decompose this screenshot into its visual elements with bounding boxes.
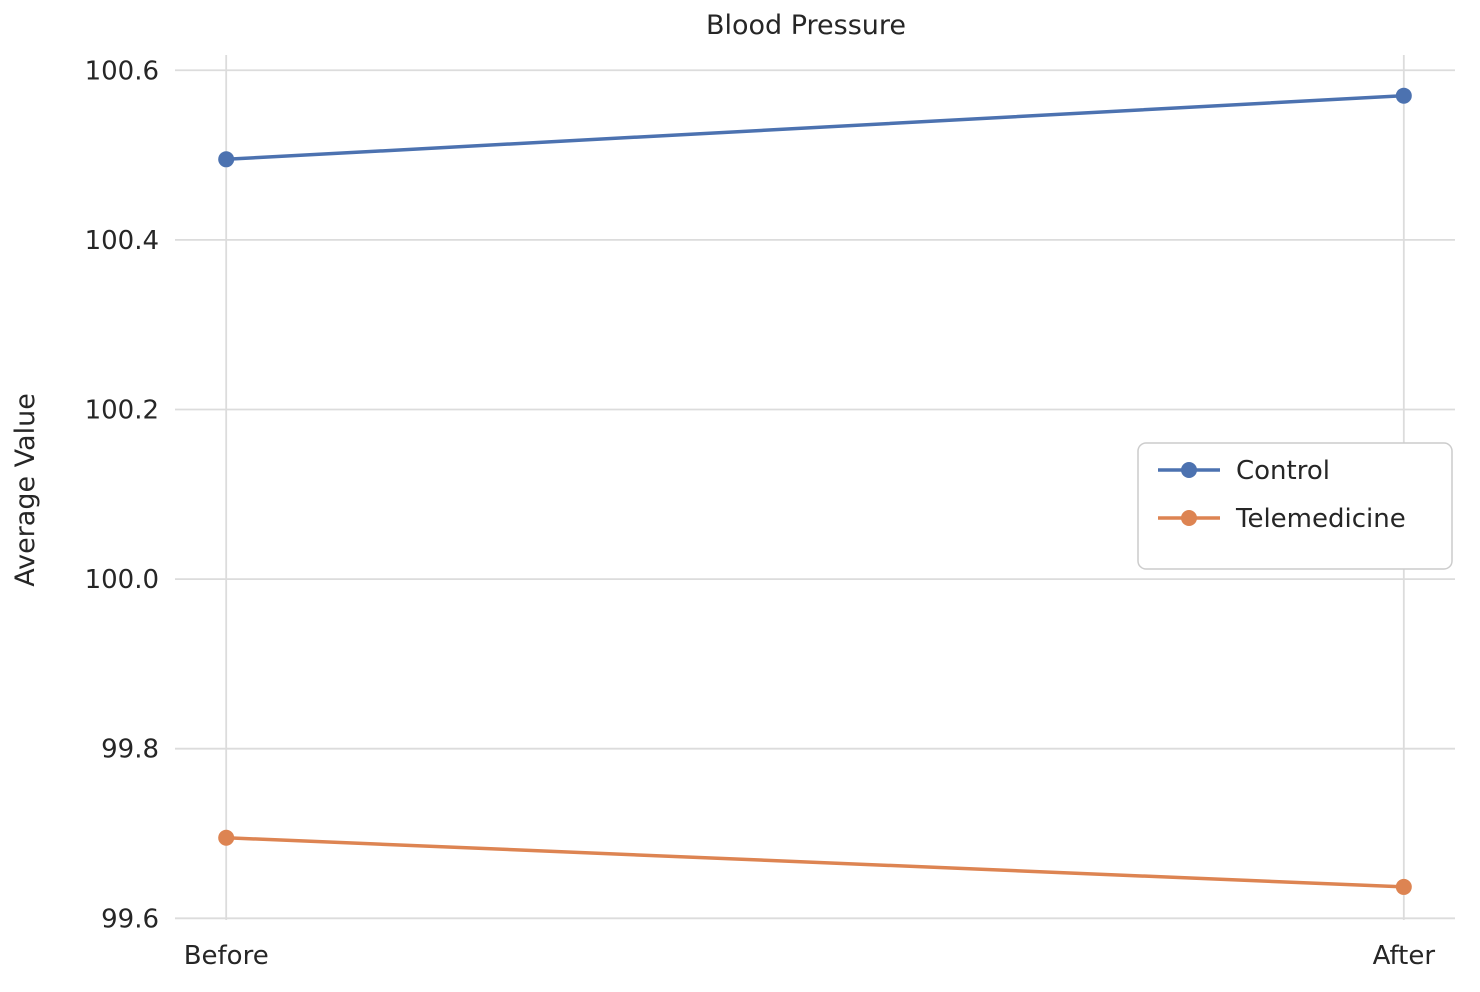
gridlines <box>175 55 1455 920</box>
axis-tick-labels: 99.6 99.8 100.0 100.2 100.4 100.6 Before After <box>85 56 1436 971</box>
series-marker-control <box>1395 87 1412 104</box>
y-tick-label: 100.6 <box>85 56 159 86</box>
legend: Control Telemedicine <box>1137 442 1453 570</box>
y-tick-label: 99.6 <box>101 904 159 934</box>
series-line-telemedicine <box>224 835 1406 889</box>
legend-label: Control <box>1236 456 1330 486</box>
x-tick-label: After <box>1373 941 1436 971</box>
y-axis-label: Average Value <box>10 393 41 587</box>
legend-label: Telemedicine <box>1235 504 1406 534</box>
y-tick-label: 100.0 <box>85 565 159 595</box>
series-marker-control <box>218 151 235 168</box>
y-tick-label: 100.2 <box>85 395 159 425</box>
legend-sample-marker <box>1181 462 1197 478</box>
chart-title: Blood Pressure <box>706 10 906 41</box>
series-marker-telemedicine <box>1395 878 1412 895</box>
data-series <box>218 87 1412 895</box>
y-tick-label: 100.4 <box>85 226 159 256</box>
y-tick-label: 99.8 <box>101 735 159 765</box>
x-tick-label: Before <box>184 941 269 971</box>
series-line-control <box>224 93 1406 162</box>
legend-sample-marker <box>1181 510 1197 526</box>
series-marker-telemedicine <box>218 829 235 846</box>
legend-box <box>1137 442 1453 570</box>
